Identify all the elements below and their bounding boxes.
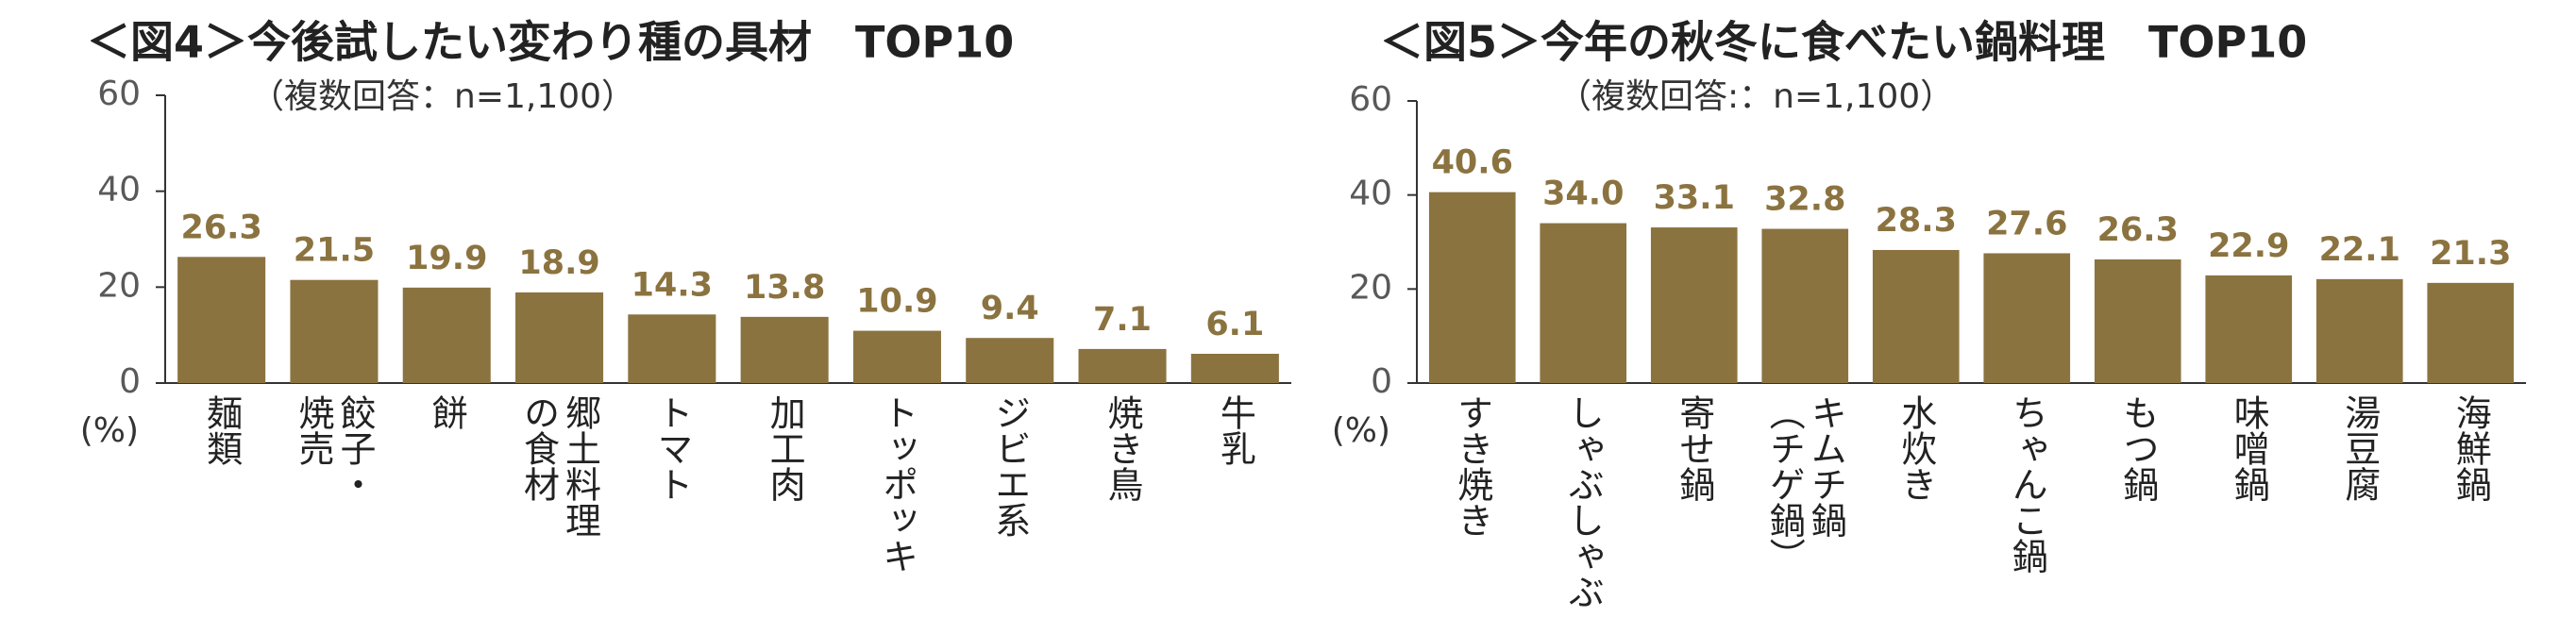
x-tick-label: トマト [650, 394, 693, 502]
x-tick-label: 海鮮鍋 [2450, 394, 2492, 502]
value-label: 32.8 [1764, 181, 1845, 219]
bar [2205, 275, 2293, 383]
x-tick-label: 味噌鍋 [2228, 394, 2270, 502]
x-tick-label: 餃子・ 焼売 [292, 394, 376, 502]
value-label: 21.5 [294, 232, 375, 270]
bar [740, 316, 829, 383]
value-label: 33.1 [1654, 179, 1735, 217]
x-tick-label: 郷土料理 の食材 [517, 394, 601, 538]
value-label: 9.4 [981, 290, 1039, 327]
x-tick-label: トッポッキ [876, 394, 918, 574]
y-tick-label: 60 [1349, 80, 1392, 119]
value-label: 19.9 [406, 240, 487, 277]
value-label: 22.1 [2319, 231, 2400, 269]
x-tick-label: すき焼き [1451, 394, 1493, 538]
x-tick-label: 牛乳 [1214, 394, 1256, 466]
y-tick-label: 0 [119, 362, 141, 401]
bar [1650, 227, 1738, 383]
x-tick-label: 加工肉 [764, 394, 806, 502]
subtitle: （複数回答：n=1,100） [250, 77, 635, 116]
value-label: 26.3 [2097, 211, 2179, 249]
y-unit: (%) [80, 411, 139, 450]
bar [966, 338, 1054, 383]
value-label: 22.9 [2208, 227, 2289, 265]
x-tick-label: 寄せ鍋 [1673, 394, 1715, 502]
value-label: 40.6 [1432, 144, 1513, 182]
x-tick-label: ちゃんこ鍋 [2006, 394, 2048, 574]
bar [515, 292, 604, 383]
value-label: 28.3 [1876, 202, 1957, 240]
value-label: 7.1 [1093, 301, 1152, 339]
x-tick-label: キムチ鍋 （チゲ鍋） [1763, 394, 1847, 574]
subtitle: （複数回答:：n=1,100） [1557, 77, 1954, 116]
y-unit: (%) [1332, 411, 1390, 450]
value-label: 18.9 [518, 244, 599, 282]
x-tick-label: 水炊き [1894, 394, 1937, 502]
x-tick-label: 麺類 [200, 394, 243, 466]
y-tick-label: 40 [97, 171, 141, 209]
bar [1428, 192, 1516, 383]
x-tick-label: 餅 [426, 394, 468, 430]
value-label: 13.8 [744, 269, 825, 307]
bar [402, 287, 491, 383]
chart-title: ＜図4＞今後試したい変わり種の具材 TOP10 [87, 17, 1014, 68]
x-tick-label: 湯豆腐 [2338, 394, 2381, 502]
x-tick-label: もつ鍋 [2116, 394, 2159, 502]
value-label: 26.3 [180, 209, 261, 246]
y-tick-label: 20 [1349, 268, 1392, 307]
bar [2427, 282, 2515, 383]
bar [1872, 249, 1960, 383]
bar [1078, 348, 1167, 383]
bar [290, 279, 379, 383]
bar [1190, 353, 1279, 383]
value-label: 14.3 [631, 266, 713, 304]
bar [2094, 259, 2181, 383]
bar [1540, 223, 1627, 383]
bar [2315, 278, 2403, 383]
x-tick-label: 焼き鳥 [1102, 394, 1144, 502]
value-label: 6.1 [1205, 306, 1264, 343]
y-tick-label: 40 [1349, 175, 1392, 213]
value-label: 34.0 [1542, 175, 1624, 213]
bar [1761, 228, 1849, 383]
value-label: 27.6 [1986, 205, 2067, 242]
bar [628, 314, 716, 383]
bar [1983, 253, 2071, 383]
x-tick-label: しゃぶしゃぶ [1562, 394, 1605, 609]
value-label: 10.9 [856, 283, 937, 321]
y-tick-label: 0 [1371, 362, 1392, 401]
bar [852, 330, 941, 383]
x-tick-label: ジビエ系 [988, 394, 1031, 538]
y-tick-label: 20 [97, 266, 141, 305]
chart-title: ＜図5＞今年の秋冬に食べたい鍋料理 TOP10 [1380, 17, 2307, 68]
value-label: 21.3 [2430, 235, 2511, 273]
y-tick-label: 60 [97, 75, 141, 113]
bar [177, 257, 266, 383]
